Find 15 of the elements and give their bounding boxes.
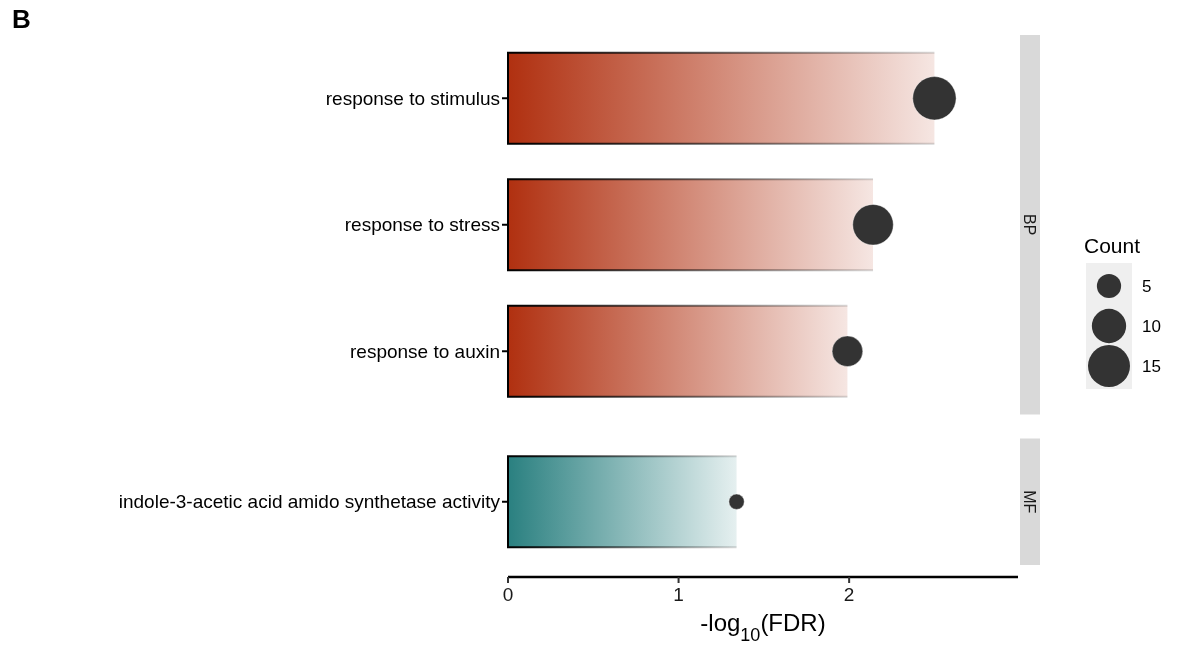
legend-title: Count [1084, 234, 1141, 257]
x-tick-label: 1 [673, 584, 684, 605]
legend-label: 15 [1142, 356, 1161, 376]
x-axis-title: -log$_{10}$(FDR) [700, 609, 826, 645]
y-tick-label: indole-3-acetic acid amido synthetase activity [118, 491, 501, 513]
x-tick-label: 2 [843, 584, 855, 605]
x-tick-label: 0 [502, 584, 514, 605]
text: B [12, 4, 31, 34]
text: MF [1021, 490, 1039, 514]
y-tick-label: response to stimulus [325, 87, 500, 109]
legend-label: 10 [1142, 316, 1161, 336]
y-tick-label: response to stress [344, 214, 500, 236]
text: BP [1021, 214, 1039, 236]
legend-label: 5 [1142, 276, 1152, 296]
y-tick-label: response to auxin [350, 340, 500, 362]
